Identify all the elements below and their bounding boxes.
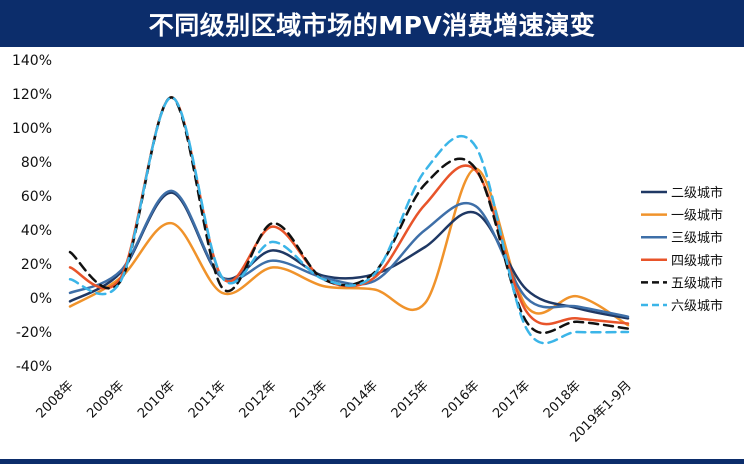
- y-tick-label: 40%: [21, 223, 52, 239]
- legend-label: 六级城市: [671, 298, 723, 314]
- y-tick-label: 80%: [21, 155, 52, 171]
- y-tick-label: -20%: [16, 325, 52, 341]
- x-tick-label: 2011年: [186, 378, 229, 421]
- legend-label: 四级城市: [671, 253, 723, 269]
- title-bar: 不同级别区域市场的MPV消费增速演变: [0, 0, 744, 47]
- bottom-bar: [0, 459, 744, 464]
- y-tick-label: 60%: [21, 189, 52, 205]
- x-tick-label: 2016年: [439, 378, 482, 421]
- y-tick-label: 100%: [12, 121, 52, 137]
- series-line-6: [68, 96, 630, 345]
- x-tick-label: 2009年: [84, 378, 127, 421]
- legend-label: 一级城市: [671, 208, 723, 224]
- y-tick-label: 0%: [30, 291, 52, 307]
- x-tick-label: 2017年: [490, 378, 533, 421]
- x-tick-label: 2008年: [34, 378, 77, 421]
- legend-label: 五级城市: [671, 275, 723, 291]
- y-tick-label: 140%: [12, 53, 52, 69]
- chart-title: 不同级别区域市场的MPV消费增速演变: [148, 10, 596, 40]
- series-lines: [68, 96, 630, 345]
- x-tick-label: 2010年: [135, 378, 178, 421]
- x-tick-label: 2012年: [237, 378, 280, 421]
- series-line-3: [68, 189, 630, 318]
- x-tick-label: 2015年: [389, 378, 432, 421]
- legend-label: 二级城市: [671, 185, 723, 201]
- legend-label: 三级城市: [671, 230, 723, 246]
- series-line-2: [68, 167, 630, 327]
- x-tick-label: 2013年: [287, 378, 330, 421]
- series-line-5: [68, 96, 630, 335]
- y-tick-label: 20%: [21, 257, 52, 273]
- y-tick-label: -40%: [16, 359, 52, 375]
- y-axis: 140% 120% 100% 80% 60% 40% 20% 0% -20% -40%: [12, 53, 52, 375]
- x-axis: 2008年 2009年 2010年 2011年 2012年 2013年 2014年 2015年…: [34, 378, 635, 445]
- x-tick-label: 2018年: [541, 378, 584, 421]
- x-tick-label: 2014年: [338, 378, 381, 421]
- y-tick-label: 120%: [12, 87, 52, 103]
